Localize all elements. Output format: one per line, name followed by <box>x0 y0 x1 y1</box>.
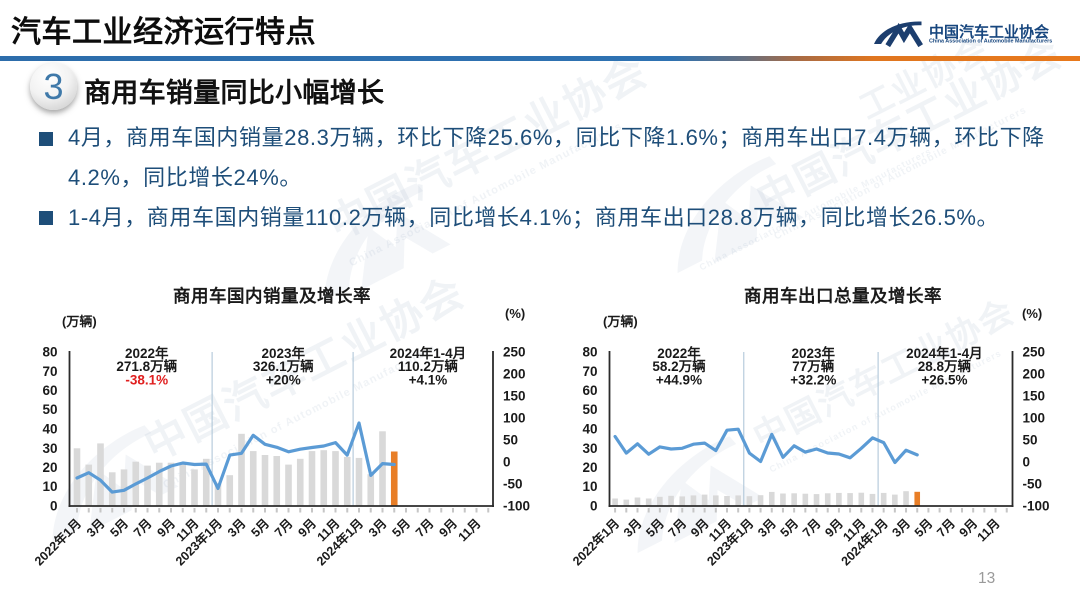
svg-text:2022年: 2022年 <box>125 345 169 361</box>
svg-text:7月: 7月 <box>413 516 437 540</box>
svg-text:40: 40 <box>582 422 597 437</box>
svg-text:(万辆): (万辆) <box>62 314 97 329</box>
svg-text:2024年1-4月: 2024年1-4月 <box>390 345 467 361</box>
svg-text:77万辆: 77万辆 <box>792 358 835 374</box>
svg-text:110.2万辆: 110.2万辆 <box>398 358 459 374</box>
svg-text:5月: 5月 <box>778 516 802 540</box>
svg-text:60: 60 <box>582 383 597 398</box>
svg-text:70: 70 <box>42 364 57 379</box>
svg-text:7月: 7月 <box>131 516 155 540</box>
svg-text:326.1万辆: 326.1万辆 <box>253 358 314 374</box>
svg-text:7月: 7月 <box>666 516 690 540</box>
svg-text:3月: 3月 <box>621 516 645 540</box>
svg-text:-100: -100 <box>503 499 530 514</box>
svg-text:2022年: 2022年 <box>657 345 701 361</box>
svg-text:3月: 3月 <box>366 516 390 540</box>
svg-text:250: 250 <box>503 345 526 360</box>
svg-text:100: 100 <box>503 411 526 426</box>
svg-text:(%): (%) <box>505 306 525 321</box>
svg-text:30: 30 <box>582 441 597 456</box>
svg-text:5月: 5月 <box>389 516 413 540</box>
svg-text:+32.2%: +32.2% <box>790 372 836 387</box>
svg-text:商用车出口总量及增长率: 商用车出口总量及增长率 <box>744 286 942 306</box>
svg-text:+44.9%: +44.9% <box>656 372 702 387</box>
svg-text:20: 20 <box>582 460 597 475</box>
svg-text:5月: 5月 <box>248 516 272 540</box>
svg-text:2023年: 2023年 <box>792 345 836 361</box>
svg-text:11月: 11月 <box>456 516 484 544</box>
svg-text:(%): (%) <box>1022 306 1042 321</box>
svg-text:100: 100 <box>1023 411 1046 426</box>
svg-text:50: 50 <box>42 402 57 417</box>
svg-text:3月: 3月 <box>225 516 249 540</box>
svg-text:7月: 7月 <box>800 516 824 540</box>
svg-text:28.8万辆: 28.8万辆 <box>918 358 972 374</box>
svg-text:+26.5%: +26.5% <box>921 372 967 387</box>
svg-text:10: 10 <box>582 479 597 494</box>
svg-text:商用车国内销量及增长率: 商用车国内销量及增长率 <box>173 286 371 306</box>
svg-text:+4.1%: +4.1% <box>409 372 448 387</box>
svg-text:50: 50 <box>503 433 518 448</box>
svg-text:30: 30 <box>42 441 57 456</box>
svg-text:+20%: +20% <box>266 372 301 387</box>
svg-text:0: 0 <box>1023 455 1031 470</box>
svg-text:50: 50 <box>1023 433 1038 448</box>
svg-text:200: 200 <box>503 367 526 382</box>
svg-text:2022年1月: 2022年1月 <box>31 516 84 569</box>
svg-text:2024年1-4月: 2024年1-4月 <box>906 345 983 361</box>
svg-text:2022年1月: 2022年1月 <box>569 516 622 569</box>
svg-text:150: 150 <box>1023 389 1046 404</box>
svg-text:200: 200 <box>1023 367 1046 382</box>
svg-text:0: 0 <box>50 499 58 514</box>
svg-text:250: 250 <box>1023 345 1046 360</box>
svg-text:(万辆): (万辆) <box>603 314 638 329</box>
svg-text:7月: 7月 <box>272 516 296 540</box>
svg-text:150: 150 <box>503 389 526 404</box>
svg-text:0: 0 <box>503 455 511 470</box>
svg-text:80: 80 <box>42 345 57 360</box>
svg-text:-50: -50 <box>503 477 523 492</box>
svg-text:-50: -50 <box>1023 477 1043 492</box>
svg-text:-38.1%: -38.1% <box>125 372 168 387</box>
svg-text:7月: 7月 <box>934 516 958 540</box>
svg-text:10: 10 <box>42 479 57 494</box>
svg-text:80: 80 <box>582 345 597 360</box>
svg-text:3月: 3月 <box>889 516 913 540</box>
svg-text:58.2万辆: 58.2万辆 <box>652 358 706 374</box>
svg-text:70: 70 <box>582 364 597 379</box>
svg-text:3月: 3月 <box>755 516 779 540</box>
svg-text:-100: -100 <box>1023 499 1050 514</box>
svg-text:5月: 5月 <box>107 516 131 540</box>
svg-text:40: 40 <box>42 422 57 437</box>
svg-text:2023年: 2023年 <box>262 345 306 361</box>
svg-text:271.8万辆: 271.8万辆 <box>116 358 177 374</box>
svg-text:5月: 5月 <box>643 516 667 540</box>
svg-text:5月: 5月 <box>912 516 936 540</box>
svg-text:20: 20 <box>42 460 57 475</box>
svg-text:50: 50 <box>582 402 597 417</box>
svg-text:0: 0 <box>590 499 598 514</box>
svg-text:3月: 3月 <box>84 516 108 540</box>
svg-text:60: 60 <box>42 383 57 398</box>
svg-text:11月: 11月 <box>975 516 1003 544</box>
